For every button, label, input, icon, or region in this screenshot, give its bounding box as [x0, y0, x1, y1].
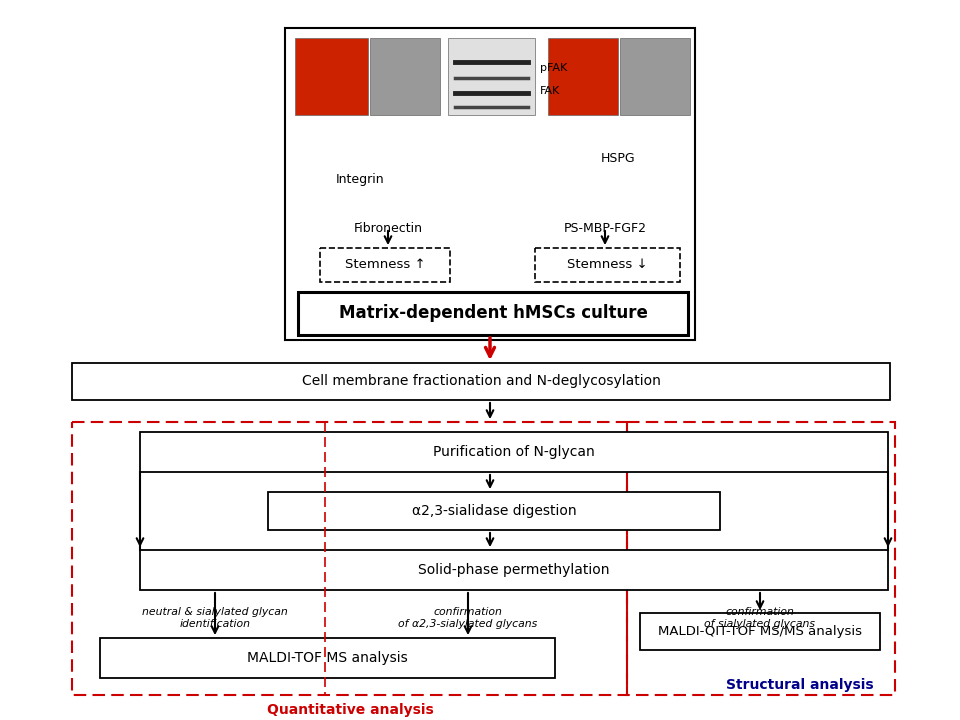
Bar: [295, 38, 368, 115]
Bar: [320, 248, 450, 282]
Text: Solid-phase permethylation: Solid-phase permethylation: [419, 563, 610, 577]
Bar: [285, 28, 695, 340]
Text: HSPG: HSPG: [601, 151, 636, 164]
Text: Stemness ↑: Stemness ↑: [345, 258, 425, 271]
Text: confirmation
of sialylated glycans: confirmation of sialylated glycans: [705, 607, 815, 629]
Bar: [298, 292, 688, 335]
Text: Fibronectin: Fibronectin: [353, 222, 422, 235]
Bar: [640, 613, 880, 650]
Bar: [268, 492, 720, 530]
Bar: [448, 38, 535, 115]
Text: MALDI-QIT-TOF MS/MS analysis: MALDI-QIT-TOF MS/MS analysis: [658, 625, 862, 638]
Text: neutral & sialylated glycan
identification: neutral & sialylated glycan identificati…: [142, 607, 288, 629]
Bar: [548, 38, 618, 115]
Bar: [140, 432, 888, 472]
Text: Cell membrane fractionation and N-deglycosylation: Cell membrane fractionation and N-deglyc…: [301, 374, 660, 389]
Bar: [72, 422, 627, 695]
Bar: [72, 363, 890, 400]
Bar: [535, 248, 680, 282]
Bar: [620, 38, 690, 115]
Text: α2,3-sialidase digestion: α2,3-sialidase digestion: [412, 504, 576, 518]
Text: Integrin: Integrin: [336, 174, 384, 186]
Bar: [370, 38, 440, 115]
Bar: [627, 422, 895, 695]
Bar: [100, 638, 555, 678]
Text: Stemness ↓: Stemness ↓: [567, 258, 648, 271]
Bar: [140, 550, 888, 590]
Text: Structural analysis: Structural analysis: [726, 678, 874, 692]
Text: Quantitative analysis: Quantitative analysis: [267, 703, 433, 717]
Text: Matrix-dependent hMSCs culture: Matrix-dependent hMSCs culture: [339, 305, 647, 323]
Text: MALDI-TOF MS analysis: MALDI-TOF MS analysis: [247, 651, 408, 665]
Text: PS-MBP-FGF2: PS-MBP-FGF2: [564, 222, 646, 235]
Text: confirmation
of α2,3-sialylated glycans: confirmation of α2,3-sialylated glycans: [398, 607, 538, 629]
Text: Purification of N-glycan: Purification of N-glycan: [433, 445, 595, 459]
Text: FAK: FAK: [540, 86, 561, 96]
Text: pFAK: pFAK: [540, 63, 567, 73]
